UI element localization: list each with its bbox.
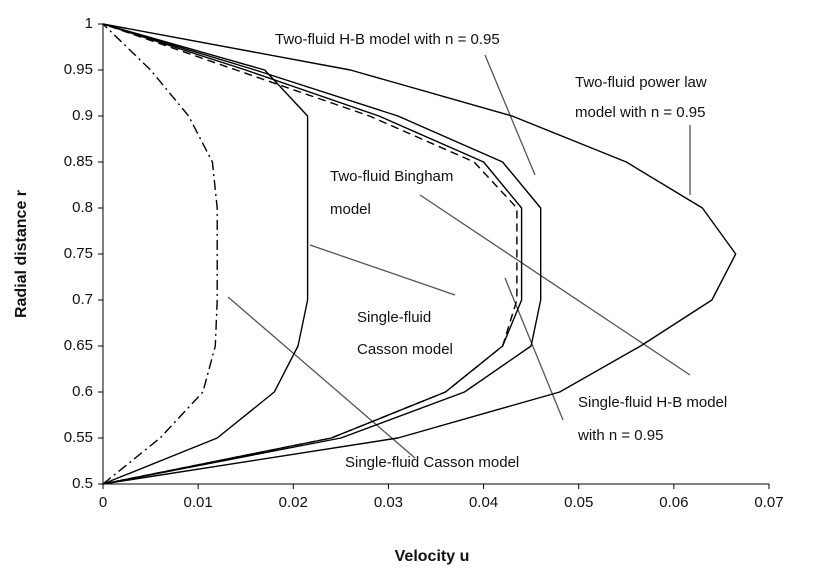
y-tick-label: 0.55 — [64, 429, 93, 446]
leader-line — [504, 277, 564, 421]
leader-line — [309, 244, 456, 296]
profile-line — [102, 23, 218, 485]
annotation: Single-fluid Casson model — [345, 454, 519, 471]
annotation: model with n = 0.95 — [575, 104, 706, 121]
leader-line — [419, 194, 691, 376]
profile-line — [102, 23, 523, 485]
annotation: Two-fluid H-B model with n = 0.95 — [275, 31, 500, 48]
x-tick-label: 0.06 — [659, 494, 688, 511]
annotation: with n = 0.95 — [577, 427, 663, 444]
profile-line — [102, 23, 518, 485]
annotations: Two-fluid H-B model with n = 0.95 Two-fl… — [227, 31, 727, 471]
y-tick-label: 0.95 — [64, 61, 93, 78]
annotation: model — [330, 201, 371, 218]
y-axis-title: Radial distance r — [13, 190, 30, 318]
profile-line — [102, 23, 542, 485]
x-tick-label: 0.02 — [279, 494, 308, 511]
y-tick-label: 0.5 — [72, 475, 93, 492]
x-axis-title: Velocity u — [395, 548, 470, 565]
y-tick-label: 0.85 — [64, 153, 93, 170]
y-tick-label: 1 — [85, 15, 93, 32]
annotation: Single-fluid — [357, 309, 431, 326]
profile-line — [102, 23, 309, 485]
y-tick-label: 0.9 — [72, 107, 93, 124]
x-tick-label: 0.05 — [564, 494, 593, 511]
x-tick-label: 0.07 — [754, 494, 783, 511]
x-tick-label: 0.04 — [469, 494, 498, 511]
leader-line — [227, 296, 416, 459]
x-tick-label: 0 — [99, 494, 107, 511]
y-tick-label: 0.8 — [72, 199, 93, 216]
x-tick-label: 0.03 — [374, 494, 403, 511]
profile-line — [102, 23, 737, 485]
annotation: Casson model — [357, 341, 453, 358]
annotation: Two-fluid power law — [575, 74, 707, 91]
annotation: Two-fluid Bingham — [330, 168, 453, 185]
y-tick-label: 0.6 — [72, 383, 93, 400]
y-tick-label: 0.75 — [64, 245, 93, 262]
annotation: Single-fluid H-B model — [578, 394, 727, 411]
x-tick-label: 0.01 — [184, 494, 213, 511]
y-tick-label: 0.65 — [64, 337, 93, 354]
y-tick-label: 0.7 — [72, 291, 93, 308]
